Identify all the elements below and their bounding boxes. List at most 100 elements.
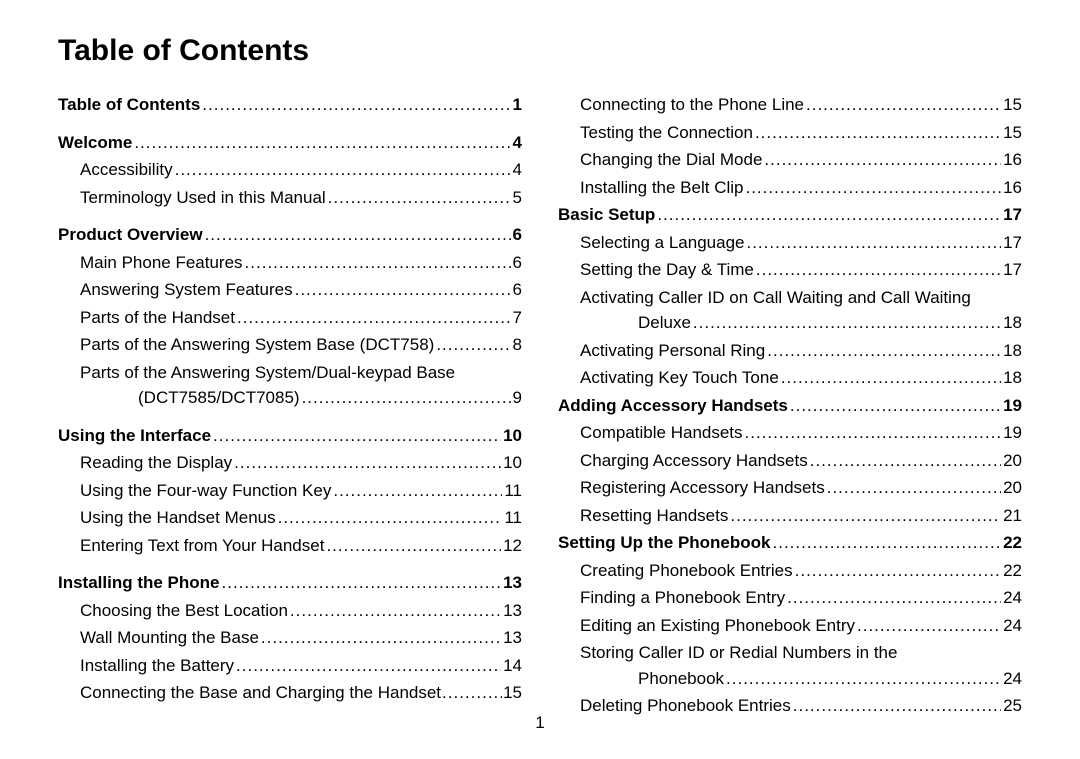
leader-dots <box>213 423 501 449</box>
toc-item: Wall Mounting the Base 13 <box>58 625 522 651</box>
toc-page: 11 <box>504 505 522 531</box>
toc-page: 10 <box>503 423 522 449</box>
toc-page: 10 <box>503 450 522 476</box>
toc-item: Parts of the Handset7 <box>58 305 522 331</box>
toc-page: 24 <box>1003 585 1022 611</box>
toc-page: 8 <box>513 332 522 358</box>
toc-label: Setting the Day & Time <box>580 257 754 283</box>
leader-dots <box>755 120 1001 146</box>
toc-label: Basic Setup <box>558 202 655 228</box>
toc-item: Registering Accessory Handsets 20 <box>558 475 1022 501</box>
toc-item: Connecting to the Phone Line15 <box>558 92 1022 118</box>
toc-column-right: Connecting to the Phone Line15Testing th… <box>558 92 1022 721</box>
leader-dots <box>773 530 1002 556</box>
leader-dots <box>436 332 510 358</box>
toc-page: 6 <box>513 222 522 248</box>
leader-dots <box>261 625 501 651</box>
toc-label: Accessibility <box>80 157 173 183</box>
toc-item: Entering Text from Your Handset12 <box>58 533 522 559</box>
leader-dots <box>795 558 1001 584</box>
leader-dots <box>726 666 1001 692</box>
toc-label: Connecting the Base and Charging the Han… <box>80 680 441 706</box>
toc-item: Selecting a Language17 <box>558 230 1022 256</box>
toc-section: Table of Contents1 <box>58 92 522 118</box>
toc-page: 17 <box>1003 202 1022 228</box>
toc-label: Answering System Features <box>80 277 293 303</box>
toc-section: Welcome4 <box>58 130 522 156</box>
toc-label: Installing the Belt Clip <box>580 175 743 201</box>
toc-section: Adding Accessory Handsets19 <box>558 393 1022 419</box>
toc-item: Choosing the Best Location 13 <box>58 598 522 624</box>
toc-label: Activating Personal Ring <box>580 338 765 364</box>
section-gap <box>58 212 522 222</box>
leader-dots <box>827 475 1001 501</box>
toc-page: 13 <box>503 625 522 651</box>
toc-page: 7 <box>513 305 522 331</box>
leader-dots <box>328 185 511 211</box>
toc-label: Installing the Battery <box>80 653 234 679</box>
leader-dots <box>764 147 1001 173</box>
leader-dots <box>693 310 1001 336</box>
toc-label-cont: Deluxe <box>638 310 691 336</box>
leader-dots <box>175 157 511 183</box>
toc-page: 20 <box>1003 475 1022 501</box>
toc-label: Selecting a Language <box>580 230 744 256</box>
toc-label: Adding Accessory Handsets <box>558 393 788 419</box>
leader-dots <box>290 598 501 624</box>
toc-page: 16 <box>1003 147 1022 173</box>
toc-page: 18 <box>1003 310 1022 336</box>
toc-item: Setting the Day & Time 17 <box>558 257 1022 283</box>
toc-label: Creating Phonebook Entries <box>580 558 793 584</box>
toc-item: Installing the Battery14 <box>58 653 522 679</box>
toc-page: 19 <box>1003 420 1022 446</box>
toc-page: 13 <box>503 570 522 596</box>
toc-label: Choosing the Best Location <box>80 598 288 624</box>
toc-page: 21 <box>1003 503 1022 529</box>
leader-dots <box>245 250 511 276</box>
toc-label: Registering Accessory Handsets <box>580 475 825 501</box>
toc-page: 6 <box>513 250 522 276</box>
toc-page: 20 <box>1003 448 1022 474</box>
toc-page: 17 <box>1003 257 1022 283</box>
toc-item: Installing the Belt Clip16 <box>558 175 1022 201</box>
toc-label: Changing the Dial Mode <box>580 147 762 173</box>
toc-item: Activating Personal Ring 18 <box>558 338 1022 364</box>
toc-label: Setting Up the Phonebook <box>558 530 771 556</box>
toc-label: Finding a Phonebook Entry <box>580 585 785 611</box>
toc-page: 13 <box>503 598 522 624</box>
toc-label: Main Phone Features <box>80 250 243 276</box>
leader-dots <box>302 385 511 411</box>
leader-dots <box>205 222 511 248</box>
toc-label: Terminology Used in this Manual <box>80 185 326 211</box>
leader-dots <box>326 533 501 559</box>
leader-dots <box>222 570 502 596</box>
toc-page: 24 <box>1003 666 1022 692</box>
toc-label: Using the Handset Menus <box>80 505 276 531</box>
toc-item: Main Phone Features 6 <box>58 250 522 276</box>
leader-dots <box>442 680 502 706</box>
toc-page: 18 <box>1003 338 1022 364</box>
toc-label: Welcome <box>58 130 132 156</box>
leader-dots <box>236 653 501 679</box>
toc-column-left: Table of Contents1 Welcome4Accessibility 4… <box>58 92 522 721</box>
page: Table of Contents Table of Contents1 Welc… <box>0 0 1080 759</box>
toc-item: Parts of the Answering System/Dual-keypa… <box>58 360 522 411</box>
toc-item: Resetting Handsets21 <box>558 503 1022 529</box>
toc-label: Wall Mounting the Base <box>80 625 259 651</box>
toc-item: Parts of the Answering System Base (DCT7… <box>58 332 522 358</box>
toc-item: Editing an Existing Phonebook Entry24 <box>558 613 1022 639</box>
toc-item: Activating Key Touch Tone18 <box>558 365 1022 391</box>
toc-label: Reading the Display <box>80 450 232 476</box>
leader-dots <box>202 92 510 118</box>
toc-label: Table of Contents <box>58 92 200 118</box>
toc-page: 12 <box>503 533 522 559</box>
leader-dots <box>745 175 1001 201</box>
toc-page: 4 <box>513 157 522 183</box>
toc-section: Product Overview6 <box>58 222 522 248</box>
leader-dots <box>234 450 501 476</box>
toc-item: Accessibility 4 <box>58 157 522 183</box>
toc-item: Compatible Handsets19 <box>558 420 1022 446</box>
toc-label: Activating Caller ID on Call Waiting and… <box>580 285 971 311</box>
toc-label: Editing an Existing Phonebook Entry <box>580 613 855 639</box>
toc-label: Testing the Connection <box>580 120 753 146</box>
